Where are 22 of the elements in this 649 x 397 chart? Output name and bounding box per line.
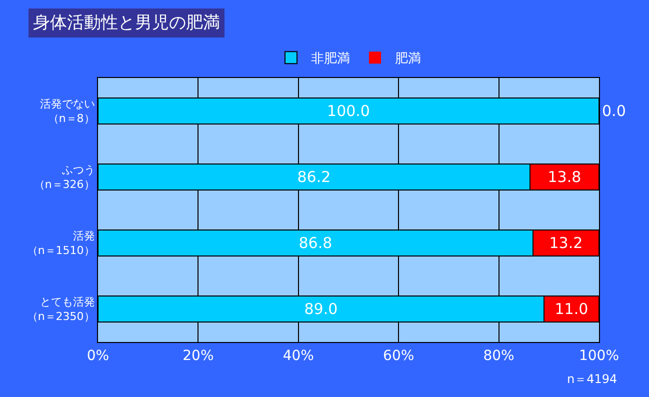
data-label: 0.0 xyxy=(602,102,626,120)
data-label: 13.2 xyxy=(549,234,583,252)
data-label: 13.8 xyxy=(548,168,582,186)
data-label: 11.0 xyxy=(554,300,588,318)
data-label: 86.8 xyxy=(298,234,332,252)
x-tick-label: 100% xyxy=(578,348,620,364)
data-label: 86.2 xyxy=(297,168,331,186)
x-tick-label: 60% xyxy=(383,348,414,364)
y-tick-label: 活発（n＝1510） xyxy=(26,230,95,257)
y-tick-label: ふつう（n＝326） xyxy=(34,164,95,191)
data-label: 89.0 xyxy=(304,300,338,318)
x-tick-label: 40% xyxy=(282,348,314,364)
x-tick-label: 0% xyxy=(86,348,110,364)
chart-title: 身体活動性と男児の肥満 xyxy=(33,13,220,33)
x-tick-label: 80% xyxy=(483,348,514,364)
y-tick-label: とても活発（n＝2350） xyxy=(26,296,95,323)
y-tick-label: 活発でない（n＝8） xyxy=(40,98,95,125)
legend-label: 非肥満 xyxy=(311,52,350,67)
legend-label: 肥満 xyxy=(395,52,421,67)
x-tick-label: 20% xyxy=(182,348,214,364)
text: n＝4194 xyxy=(567,372,618,386)
data-label: 100.0 xyxy=(327,102,370,120)
